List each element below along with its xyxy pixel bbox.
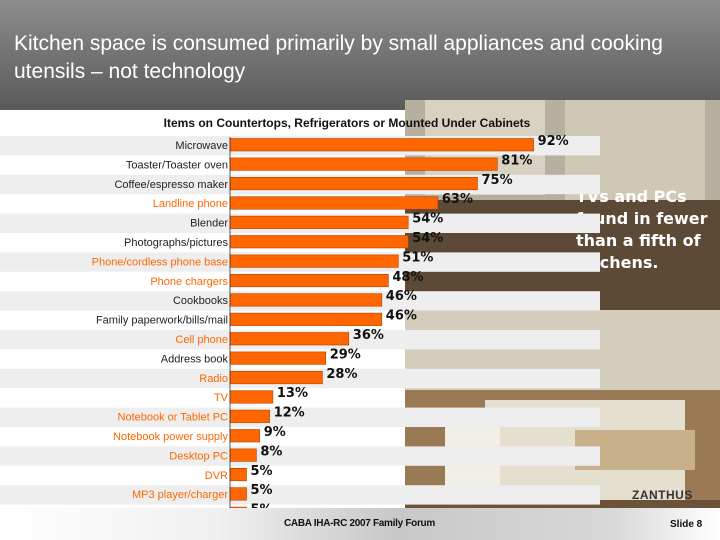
value-label: 46% xyxy=(386,289,417,304)
category-label: Microwave xyxy=(175,140,228,152)
value-label: 48% xyxy=(392,270,423,285)
value-label: 12% xyxy=(274,406,305,421)
footer-text: CABA IHA-RC 2007 Family Forum xyxy=(284,518,435,529)
category-label: TV xyxy=(214,392,229,404)
bar xyxy=(229,409,270,423)
bar xyxy=(229,157,498,171)
value-label: 51% xyxy=(402,250,433,265)
value-label: 29% xyxy=(330,347,361,362)
value-label: 63% xyxy=(442,192,473,207)
category-label: Family paperwork/bills/mail xyxy=(96,315,228,327)
category-label: Notebook or Tablet PC xyxy=(118,412,229,424)
category-label: Toaster/Toaster oven xyxy=(126,159,228,171)
value-label: 75% xyxy=(482,173,513,188)
value-label: 5% xyxy=(251,483,273,498)
category-label: Radio xyxy=(199,373,228,385)
bar xyxy=(229,487,247,501)
category-label: Landline phone xyxy=(153,198,228,210)
value-label: 54% xyxy=(412,212,443,227)
bar xyxy=(229,467,247,482)
row-band xyxy=(0,485,600,505)
category-label: Cookbooks xyxy=(173,295,229,307)
category-label: DVR xyxy=(205,470,228,482)
category-label: Desktop PC xyxy=(169,450,228,462)
value-label: 8% xyxy=(260,444,282,459)
category-label: MP3 player/charger xyxy=(132,489,228,501)
value-label: 13% xyxy=(277,386,308,401)
category-label: Coffee/espresso maker xyxy=(114,179,228,191)
value-label: 9% xyxy=(264,425,286,440)
value-label: 54% xyxy=(412,231,443,246)
value-label: 36% xyxy=(353,328,384,343)
slide-header: Kitchen space is consumed primarily by s… xyxy=(0,0,720,110)
footer-bar xyxy=(0,508,720,540)
bar xyxy=(229,254,399,268)
value-label: 28% xyxy=(326,367,357,382)
bar xyxy=(229,235,409,249)
bar xyxy=(229,351,326,365)
category-label: Photographs/pictures xyxy=(124,237,228,249)
bar xyxy=(229,177,478,191)
bar xyxy=(229,312,383,326)
bar xyxy=(229,274,389,288)
bar xyxy=(229,215,409,229)
category-label: Phone/cordless phone base xyxy=(92,256,228,268)
bar xyxy=(229,196,439,210)
value-label: 46% xyxy=(386,309,417,324)
bar xyxy=(229,293,383,307)
bar xyxy=(229,138,534,152)
value-label: 81% xyxy=(501,153,532,168)
bar xyxy=(229,429,261,443)
value-label: 5% xyxy=(251,464,273,479)
chart-title: Items on Countertops, Refrigerators or M… xyxy=(164,116,531,130)
bar xyxy=(229,390,274,404)
bar-chart: Items on Countertops, Refrigerators or M… xyxy=(0,116,600,520)
bar xyxy=(229,332,350,346)
slide-number: Slide 8 xyxy=(670,519,703,530)
category-label: Cell phone xyxy=(175,334,228,346)
row-band xyxy=(0,446,600,466)
company-logo: ZANTHUS xyxy=(632,488,693,502)
value-label: 92% xyxy=(538,134,569,149)
category-label: Blender xyxy=(190,218,228,230)
row-band xyxy=(0,407,600,427)
category-label: Notebook power supply xyxy=(113,431,228,443)
slide-title: Kitchen space is consumed primarily by s… xyxy=(14,32,663,83)
category-label: Address book xyxy=(161,353,229,365)
category-label: Phone chargers xyxy=(150,276,228,288)
bar xyxy=(229,448,257,462)
bar xyxy=(229,370,323,385)
